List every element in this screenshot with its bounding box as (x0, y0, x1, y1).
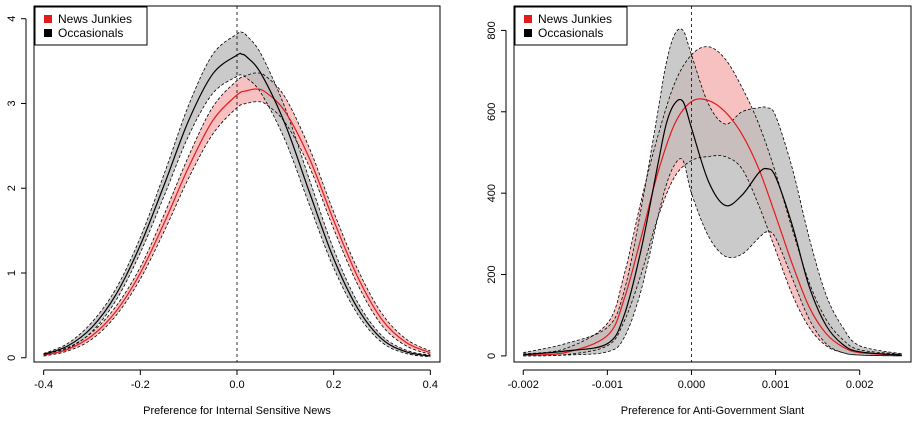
density-panel-anti-government-slant: -0.002 -0.001 0.000 0.001 0.002 0 200 400 600 800… (486, 5, 912, 417)
plot-frame (33, 5, 441, 363)
legend-label: Occasionals (538, 26, 603, 40)
confidence-band-occasionals (523, 28, 902, 356)
density-line-occasionals (43, 52, 431, 357)
x-tick-label: 0.4 (423, 379, 438, 391)
legend-label: News Junkies (58, 12, 132, 26)
legend-label: Occasionals (58, 26, 123, 40)
band-upper-occasionals (523, 28, 902, 355)
band-upper-news-junkies (523, 46, 902, 355)
y-tick-label: 2 (6, 185, 18, 191)
y-tick-label: 600 (486, 103, 498, 121)
y-tick-label: 1 (6, 270, 18, 276)
legend-swatch (44, 15, 52, 23)
x-tick-label: -0.001 (592, 379, 623, 391)
legend-box (34, 6, 148, 46)
y-tick-label: 0 (486, 353, 498, 359)
legend-swatch (44, 29, 52, 37)
y-tick-label: 4 (6, 16, 18, 22)
x-axis-title: Preference for Anti-Government Slant (621, 405, 804, 417)
x-tick-label: 0.0 (229, 379, 244, 391)
x-tick-label: -0.4 (34, 379, 53, 391)
legend-swatch (524, 29, 532, 37)
confidence-band-news-junkies (43, 72, 431, 357)
x-tick-label: 0.002 (846, 379, 874, 391)
legend-swatch (524, 15, 532, 23)
x-tick-label: 0.001 (762, 379, 790, 391)
band-lower-occasionals (43, 74, 431, 358)
plot-area (523, 28, 902, 357)
x-tick-label: 0.2 (326, 379, 341, 391)
density-panel-internal-sensitive-news: -0.4 -0.2 0.0 0.2 0.4 0 1 2 3 4 Preference for Int… (6, 5, 441, 417)
density-line-occasionals (523, 98, 902, 356)
plot-area (43, 31, 431, 358)
band-lower-news-junkies (523, 155, 902, 357)
y-tick-label: 3 (6, 100, 18, 106)
density-line-news-junkies (43, 88, 431, 356)
y-tick-label: 800 (486, 21, 498, 39)
plot-frame (513, 5, 912, 363)
y-tick-label: 0 (6, 355, 18, 361)
x-tick-label: -0.2 (131, 379, 150, 391)
x-axis-title: Preference for Internal Sensitive News (143, 405, 331, 417)
legend-label: News Junkies (538, 12, 612, 26)
band-upper-occasionals (43, 31, 431, 356)
density-line-news-junkies (523, 98, 902, 356)
x-tick-label: 0.000 (678, 379, 706, 391)
band-lower-news-junkies (43, 101, 431, 357)
y-tick-label: 200 (486, 265, 498, 283)
x-tick-label: -0.002 (508, 379, 539, 391)
legend-box (514, 6, 628, 46)
y-tick-label: 400 (486, 184, 498, 202)
